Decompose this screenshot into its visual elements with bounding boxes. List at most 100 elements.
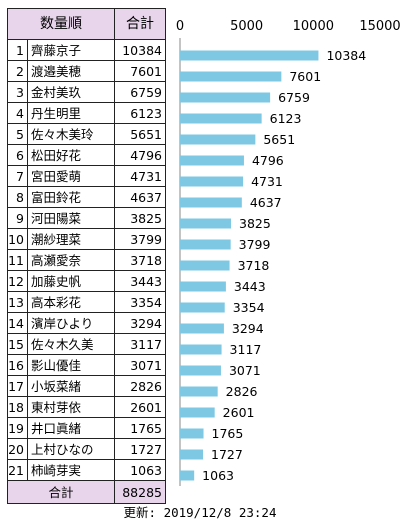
table-header-row: 数量順 合計 [7,8,166,40]
total-cell: 3825 [114,207,166,229]
rank-cell: 8 [7,186,28,208]
x-tick-label: 10000 [293,19,334,34]
table-row: 2 渡邉美穂 7601 [7,60,166,82]
table-row: 3 金村美玖 6759 [7,81,166,103]
table-row: 12 加藤史帆 3443 [7,270,166,292]
bar [180,239,231,250]
name-cell: 丹生明里 [27,102,115,124]
bar-value-label: 5651 [263,132,295,147]
bar-value-label: 2826 [226,384,258,399]
table-row: 18 東村芽依 2601 [7,396,166,418]
total-cell: 3071 [114,354,166,376]
bar [180,428,204,439]
total-cell: 3718 [114,249,166,271]
bar-value-label: 4731 [251,174,283,189]
table-row: 21 柿崎芽実 1063 [7,459,166,481]
bar-value-label: 4637 [250,195,282,210]
rank-cell: 14 [7,312,28,334]
bar-value-label: 3071 [229,363,261,378]
sum-row: 合計 88285 [7,480,166,504]
bar [180,365,221,376]
bar-value-label: 1727 [211,447,243,462]
x-tick-label: 15000 [359,19,400,34]
total-cell: 4637 [114,186,166,208]
bar-value-label: 1063 [202,468,234,483]
total-cell: 4796 [114,144,166,166]
bar-value-label: 10384 [326,48,366,63]
bar [180,50,319,61]
total-cell: 6123 [114,102,166,124]
bar-value-label: 6759 [278,90,310,105]
table-row: 13 高本彩花 3354 [7,291,166,313]
table-row: 16 影山優佳 3071 [7,354,166,376]
total-cell: 1765 [114,417,166,439]
total-cell: 3354 [114,291,166,313]
bar-value-label: 3443 [234,279,266,294]
name-cell: 濱岸ひより [27,312,115,334]
x-tick-label: 0 [176,19,184,34]
total-cell: 3294 [114,312,166,334]
rank-cell: 5 [7,123,28,145]
table-row: 6 松田好花 4796 [7,144,166,166]
name-cell: 井口眞緒 [27,417,115,439]
bar [180,323,224,334]
total-cell: 2826 [114,375,166,397]
rank-cell: 18 [7,396,28,418]
total-cell: 5651 [114,123,166,145]
bar [180,155,244,166]
total-cell: 2601 [114,396,166,418]
bar-value-label: 3799 [239,237,271,252]
bar-value-label: 7601 [289,69,321,84]
bar [180,449,204,460]
rank-cell: 13 [7,291,28,313]
bar [180,176,244,187]
name-cell: 齊藤京子 [27,39,115,61]
table-row: 19 井口眞緒 1765 [7,417,166,439]
header-name: 数量順 [7,8,115,40]
bar [180,386,218,397]
rank-cell: 12 [7,270,28,292]
table-row: 9 河田陽菜 3825 [7,207,166,229]
rank-cell: 10 [7,228,28,250]
ranking-table: 数量順 合計 1 齊藤京子 10384 2 渡邉美穂 7601 3 金村美玖 6759 4 丹生明里… [7,8,166,504]
name-cell: 加藤史帆 [27,270,115,292]
name-cell: 柿崎芽実 [27,459,115,481]
total-cell: 3117 [114,333,166,355]
name-cell: 高本彩花 [27,291,115,313]
table-row: 4 丹生明里 6123 [7,102,166,124]
updated-timestamp: 更新: 2019/12/8 23:24 [123,505,277,520]
rank-cell: 21 [7,459,28,481]
bar [180,197,242,208]
table-body: 1 齊藤京子 10384 2 渡邉美穂 7601 3 金村美玖 6759 4 丹生明里 6123 5 佐々… [7,39,166,504]
bar [180,281,226,292]
name-cell: 富田鈴花 [27,186,115,208]
bar-value-label: 3354 [233,300,265,315]
table-row: 10 潮紗理菜 3799 [7,228,166,250]
bar [180,113,262,124]
bar-value-label: 2601 [223,405,255,420]
bar [180,260,230,271]
header-total: 合計 [114,8,166,40]
bar [180,470,195,481]
table-row: 14 濱岸ひより 3294 [7,312,166,334]
bar-value-label: 3117 [230,342,262,357]
bar [180,92,271,103]
total-cell: 10384 [114,39,166,61]
total-cell: 3799 [114,228,166,250]
bar [180,344,222,355]
bar-value-label: 6123 [270,111,302,126]
x-tick-label: 5000 [230,19,263,34]
name-cell: 松田好花 [27,144,115,166]
bar [180,302,225,313]
bar [180,71,282,82]
bar-value-label: 3825 [239,216,271,231]
table-row: 1 齊藤京子 10384 [7,39,166,61]
table-row: 5 佐々木美玲 5651 [7,123,166,145]
bar [180,218,231,229]
bar-value-label: 1765 [212,426,244,441]
bar-value-label: 4796 [252,153,284,168]
bar [180,407,215,418]
bar-value-label: 3718 [238,258,270,273]
rank-cell: 11 [7,249,28,271]
